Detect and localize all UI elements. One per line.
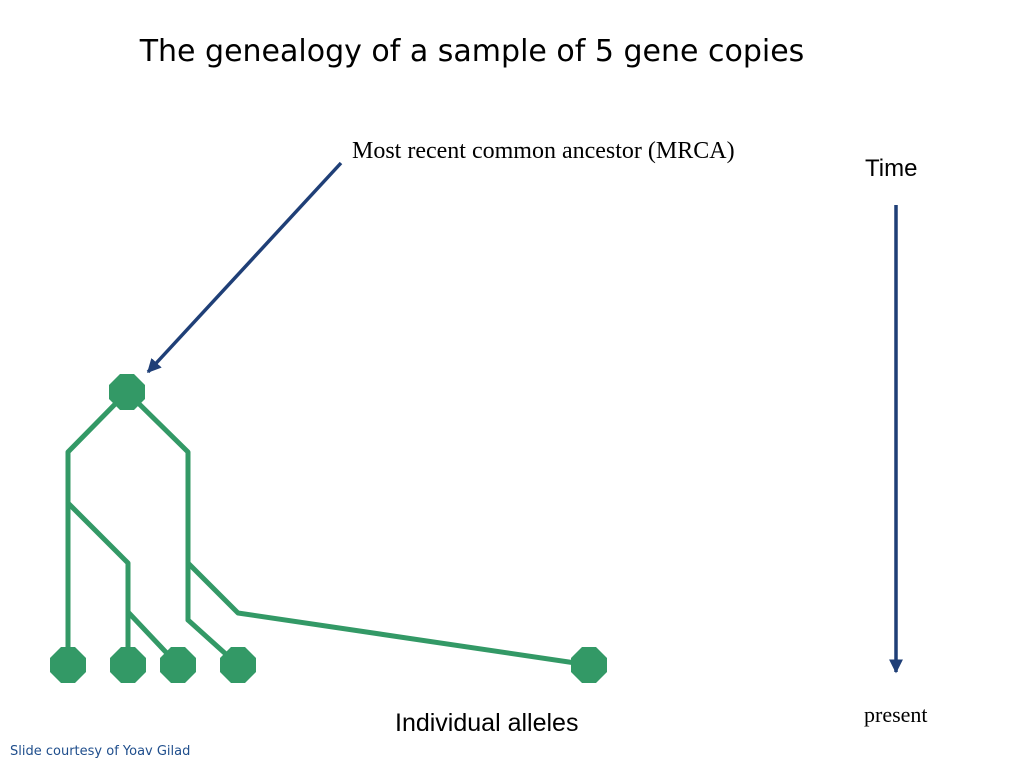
allele-node xyxy=(160,647,196,683)
genealogy-tree xyxy=(65,389,592,668)
allele-node xyxy=(50,647,86,683)
branch-mrca-left xyxy=(65,389,130,668)
present-label: present xyxy=(864,702,928,727)
slide-credit: Slide courtesy of Yoav Gilad xyxy=(10,744,191,759)
branch-to-allele-5 xyxy=(185,560,592,668)
mrca-label: Most recent common ancestor (MRCA) xyxy=(352,138,735,164)
branch-mrca-right xyxy=(124,389,191,623)
slide-title: The genealogy of a sample of 5 gene copi… xyxy=(139,34,805,69)
mrca-pointer-arrow xyxy=(146,161,343,374)
individual-alleles-label: Individual alleles xyxy=(395,709,579,737)
mrca-node xyxy=(109,374,145,410)
allele-node xyxy=(220,647,256,683)
allele-node xyxy=(571,647,607,683)
time-label: Time xyxy=(865,155,918,182)
allele-node xyxy=(110,647,146,683)
branch-left-inner xyxy=(65,500,131,668)
